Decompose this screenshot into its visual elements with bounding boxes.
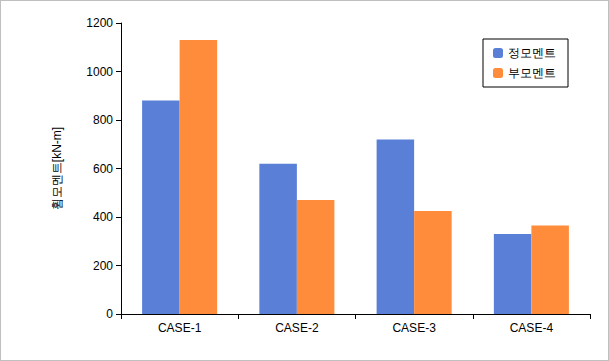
svg-text:200: 200 [93, 259, 113, 273]
svg-text:1200: 1200 [86, 16, 113, 30]
svg-text:1000: 1000 [86, 65, 113, 79]
svg-text:CASE-3: CASE-3 [392, 321, 436, 335]
svg-text:휨모멘트[kN-m]: 휨모멘트[kN-m] [50, 127, 64, 210]
svg-text:600: 600 [93, 162, 113, 176]
svg-text:CASE-2: CASE-2 [275, 321, 319, 335]
svg-text:CASE-1: CASE-1 [158, 321, 202, 335]
svg-text:400: 400 [93, 210, 113, 224]
svg-text:800: 800 [93, 113, 113, 127]
svg-text:0: 0 [106, 307, 113, 321]
svg-text:정모멘트: 정모멘트 [508, 46, 556, 60]
svg-text:부모멘트: 부모멘트 [508, 66, 556, 80]
svg-text:CASE-4: CASE-4 [510, 321, 554, 335]
